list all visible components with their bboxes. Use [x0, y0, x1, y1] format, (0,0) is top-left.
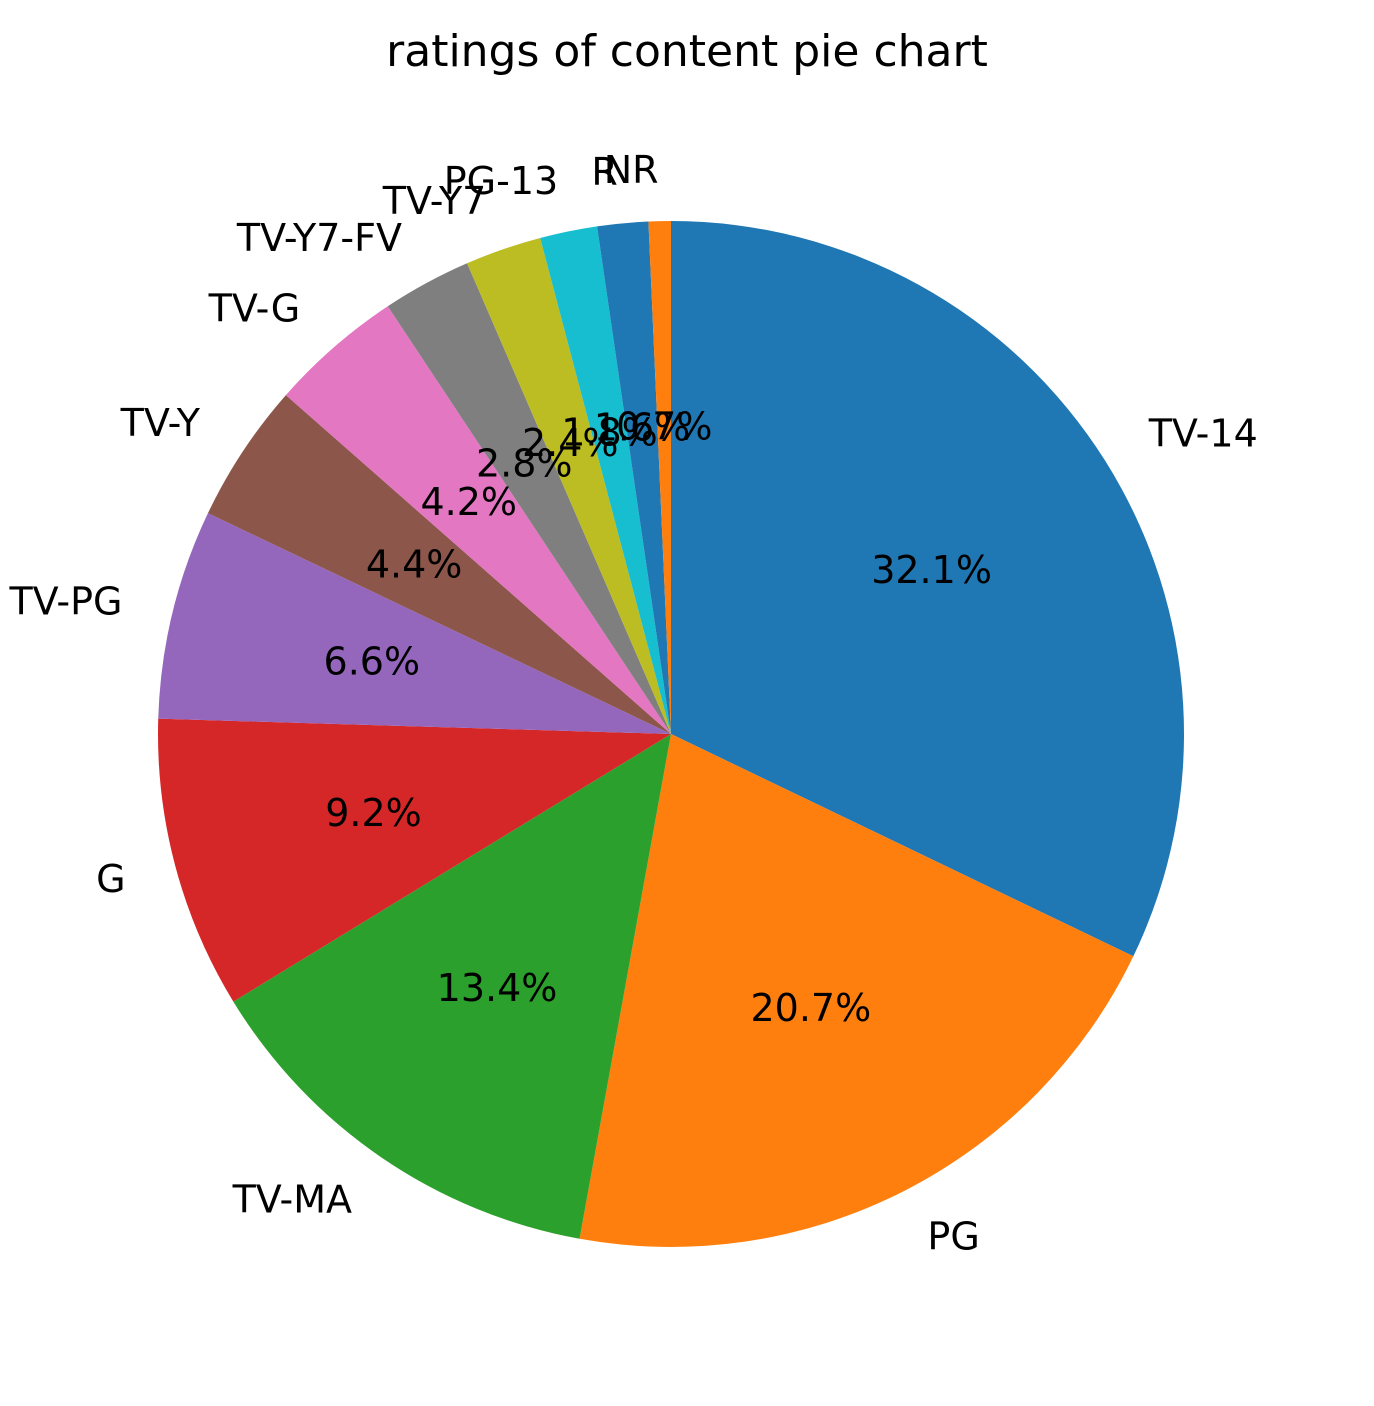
category-label-pg-13: PG-13 [444, 159, 558, 203]
pie-slice-tv-ma [233, 734, 671, 1239]
pct-label-g: 9.2% [325, 791, 422, 835]
pct-label-tv-14: 32.1% [871, 548, 992, 592]
pct-label-pg-13: 1.8% [561, 410, 658, 454]
pie-labels: 32.1% TV-14 20.7% PG 13.4% TV-MA 9.2% G 6.6% TV-P… [8, 148, 1257, 1259]
pie-slices [158, 221, 1185, 1247]
pie-slice-tv-y7 [467, 237, 671, 734]
pie-slice-tv-g [285, 306, 671, 734]
pie-slice-g [158, 718, 672, 1002]
category-label-tv-g: TV-G [208, 287, 301, 331]
pie-slice-tv-14 [671, 221, 1185, 957]
category-label-g: G [96, 857, 125, 901]
pie-slice-pg [579, 734, 1134, 1247]
pie-slice-nr [648, 221, 671, 734]
category-label-r: R [591, 150, 617, 194]
pct-label-pg: 20.7% [751, 986, 872, 1030]
pct-label-r: 1.6% [594, 406, 691, 450]
category-label-tv-ma: TV-MA [232, 1178, 352, 1222]
pie-slice-r [597, 221, 671, 735]
category-label-tv-y7-fv: TV-Y7-FV [236, 216, 402, 260]
category-label-tv-14: TV-14 [1148, 412, 1258, 456]
pct-label-tv-pg: 6.6% [324, 640, 421, 684]
pct-label-tv-g: 4.2% [420, 480, 517, 524]
pct-label-tv-ma: 13.4% [437, 966, 558, 1010]
chart-title: ratings of content pie chart [386, 26, 988, 77]
pct-label-tv-y: 4.4% [366, 542, 463, 586]
category-label-tv-pg: TV-PG [8, 579, 122, 623]
pct-label-tv-y7-fv: 2.8% [476, 441, 573, 485]
pie-slice-tv-y7-fv [387, 263, 671, 734]
category-label-tv-y: TV-Y [120, 401, 201, 445]
category-label-nr: NR [604, 148, 659, 192]
pie-slice-tv-y [207, 395, 671, 734]
pie-slice-tv-pg [158, 513, 672, 734]
category-label-pg: PG [927, 1215, 979, 1259]
pct-label-tv-y7: 2.4% [522, 421, 619, 465]
pie-slice-pg-13 [540, 226, 671, 734]
category-label-tv-y7: TV-Y7 [382, 179, 487, 223]
pct-label-nr: 0.7% [616, 404, 713, 448]
